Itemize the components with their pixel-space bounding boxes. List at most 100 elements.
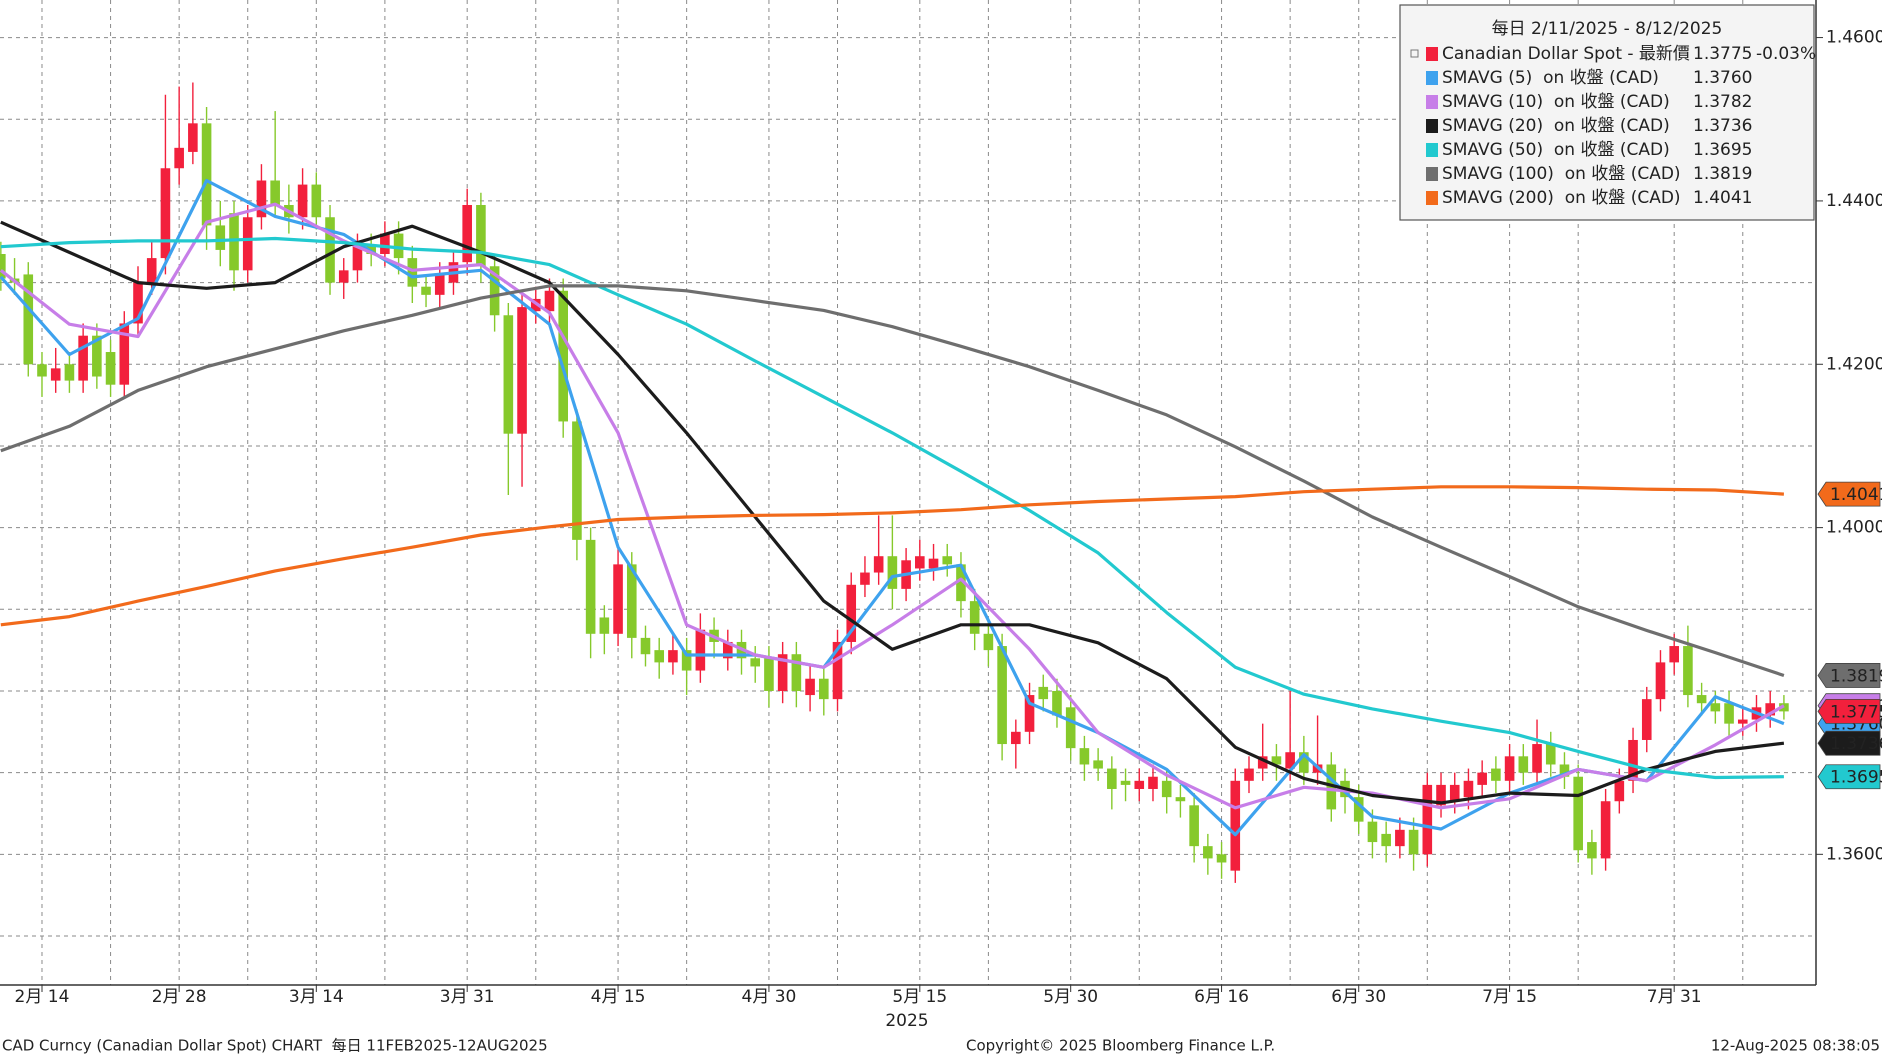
legend-value: 1.3760 (1693, 68, 1752, 88)
candle-body (1189, 805, 1199, 847)
x-tick-label: 6月 16 (1194, 987, 1249, 1007)
candle-body (1011, 731, 1021, 745)
legend-value: 1.3775 (1693, 44, 1752, 64)
candle-body (1422, 784, 1433, 855)
candle-body (393, 233, 404, 259)
legend-swatch (1426, 119, 1438, 133)
candle-body (1573, 776, 1583, 851)
candle-body (791, 654, 802, 691)
candle-body (325, 217, 335, 283)
candle-body (956, 564, 966, 602)
candle-body (1463, 780, 1474, 798)
value-box (1817, 481, 1881, 507)
legend-value: 1.3736 (1693, 116, 1752, 136)
candle-body (1491, 768, 1501, 781)
candle-body (887, 556, 898, 589)
candle-body (1299, 752, 1309, 773)
candle-body (1079, 748, 1090, 765)
candle-body (1093, 760, 1103, 769)
candle-body (229, 213, 239, 271)
legend-value: 1.4041 (1693, 188, 1752, 208)
candle-body (969, 601, 980, 634)
candle-body (750, 658, 761, 667)
candle-body (256, 180, 267, 218)
candle-body (50, 368, 61, 381)
candle-body (503, 315, 514, 434)
candle-body (1367, 821, 1378, 843)
value-box-label: 1.3695 (1830, 768, 1882, 788)
x-tick-label: 2月 28 (152, 987, 207, 1007)
candle-body (942, 556, 953, 565)
candle-body (1477, 772, 1487, 785)
candle-body (1669, 646, 1679, 663)
legend-label: SMAVG (100) on 收盤 (CAD) (1442, 164, 1681, 184)
candle-body (846, 584, 857, 642)
y-tick-label: 1.4600 (1826, 28, 1882, 48)
x-tick-label: 5月 30 (1043, 987, 1098, 1007)
value-box-label: 1.3775 (1830, 702, 1882, 722)
candle-body (805, 678, 815, 696)
candle-body (626, 564, 637, 638)
candle-body (777, 654, 788, 691)
year-label: 2025 (885, 1011, 928, 1031)
legend-label: SMAVG (200) on 收盤 (CAD) (1442, 188, 1681, 208)
candle-body (1203, 846, 1213, 859)
candle-body (105, 352, 116, 385)
candle-body (572, 421, 582, 540)
candle-body (1710, 703, 1721, 712)
candle-body (1038, 686, 1049, 700)
moving-average-line (0, 202, 1785, 810)
candle-body (146, 258, 157, 283)
candle-body (434, 274, 445, 295)
value-box (1817, 698, 1881, 724)
legend-swatch (1426, 47, 1438, 61)
candle-body (1271, 756, 1282, 765)
candle-body (1244, 768, 1254, 781)
x-tick-label: 4月 30 (742, 987, 797, 1007)
candle-body (1559, 764, 1570, 777)
legend-swatch (1426, 95, 1438, 109)
legend-change: -0.03% (1756, 44, 1816, 64)
y-tick-label: 1.3600 (1826, 844, 1882, 864)
axes: 1.4600 1.4400 1.4200 1.4000 1.3600 2月 14 2月 28… (15, 28, 1882, 1007)
candle-body (1628, 739, 1638, 781)
candle-body (1024, 695, 1035, 732)
candle-body (1683, 646, 1693, 696)
candle-body (1587, 842, 1597, 859)
candle-body (1449, 784, 1460, 802)
footer-left: CAD Curncy (Canadian Dollar Spot) CHART … (2, 1037, 548, 1055)
candle-body (338, 270, 349, 283)
candle-body (558, 290, 568, 422)
candle-body (1696, 695, 1707, 704)
candle-body (640, 637, 651, 655)
candle-body (242, 217, 253, 271)
candle-body (1504, 756, 1515, 781)
legend-toggle (1410, 49, 1419, 58)
candle-body (1257, 756, 1268, 769)
candle-body (517, 307, 527, 434)
candle-body (0, 254, 6, 279)
candle-body (1107, 768, 1117, 789)
legend-label: SMAVG (50) on 收盤 (CAD) (1442, 140, 1670, 160)
candle-body (489, 266, 500, 316)
footer-center: Copyright© 2025 Bloomberg Finance L.P. (966, 1037, 1275, 1055)
legend-title: 每日 2/11/2025 - 8/12/2025 (1492, 19, 1723, 39)
moving-average-line (0, 236, 1784, 780)
candle-body (695, 629, 706, 671)
candle-body (599, 617, 610, 634)
candle-body (983, 633, 994, 651)
x-tick-label: 3月 14 (289, 987, 344, 1007)
legend: 每日 2/11/2025 - 8/12/2025 Canadian Dollar… (1399, 4, 1816, 221)
candle-body (1532, 744, 1542, 773)
candle-body (668, 650, 678, 663)
legend-label: SMAVG (10) on 收盤 (CAD) (1442, 92, 1670, 112)
candle-body (915, 556, 925, 569)
legend-label: SMAVG (5) on 收盤 (CAD) (1442, 68, 1659, 88)
candle-body (37, 364, 47, 377)
candle-body (133, 282, 143, 324)
moving-average-line (0, 485, 1784, 627)
value-box-label: 1.3736 (1830, 734, 1882, 754)
legend-value: 1.3819 (1693, 164, 1752, 184)
candle-body (421, 286, 431, 295)
